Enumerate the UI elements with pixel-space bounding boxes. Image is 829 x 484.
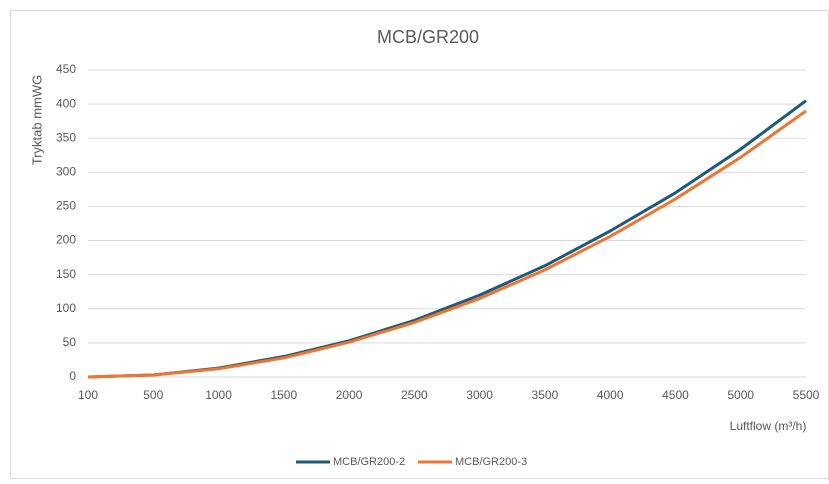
x-tick-label: 100 <box>78 388 98 402</box>
legend-label: MCB/GR200-2 <box>333 456 405 468</box>
y-tick-label: 350 <box>56 130 76 144</box>
y-tick-label: 50 <box>63 335 77 349</box>
y-tick-label: 200 <box>56 233 76 247</box>
x-tick-label: 2500 <box>401 388 428 402</box>
y-tick-label: 300 <box>56 165 76 179</box>
x-tick-label: 4000 <box>597 388 624 402</box>
x-tick-label: 5000 <box>727 388 754 402</box>
x-tick-label: 4500 <box>662 388 689 402</box>
legend-label: MCB/GR200-3 <box>455 456 527 468</box>
x-tick-label: 2000 <box>336 388 363 402</box>
y-tick-label: 100 <box>56 301 76 315</box>
chart-frame <box>10 10 829 479</box>
x-tick-label: 500 <box>143 388 163 402</box>
x-tick-label: 3000 <box>466 388 493 402</box>
y-tick-label: 400 <box>56 96 76 110</box>
x-tick-label: 5500 <box>793 388 820 402</box>
x-tick-label: 3500 <box>532 388 559 402</box>
y-tick-label: 250 <box>56 199 76 213</box>
y-tick-label: 450 <box>56 62 76 76</box>
x-tick-label: 1500 <box>270 388 297 402</box>
x-tick-label: 1000 <box>205 388 232 402</box>
line-series <box>87 109 807 379</box>
x-axis-label: Luftflow (m³/h) <box>730 419 807 433</box>
y-tick-label: 150 <box>56 267 76 281</box>
y-axis-label: Tryktab mmWG <box>29 75 44 166</box>
chart-title: MCB/GR200 <box>377 27 479 47</box>
y-tick-label: 0 <box>69 369 76 383</box>
